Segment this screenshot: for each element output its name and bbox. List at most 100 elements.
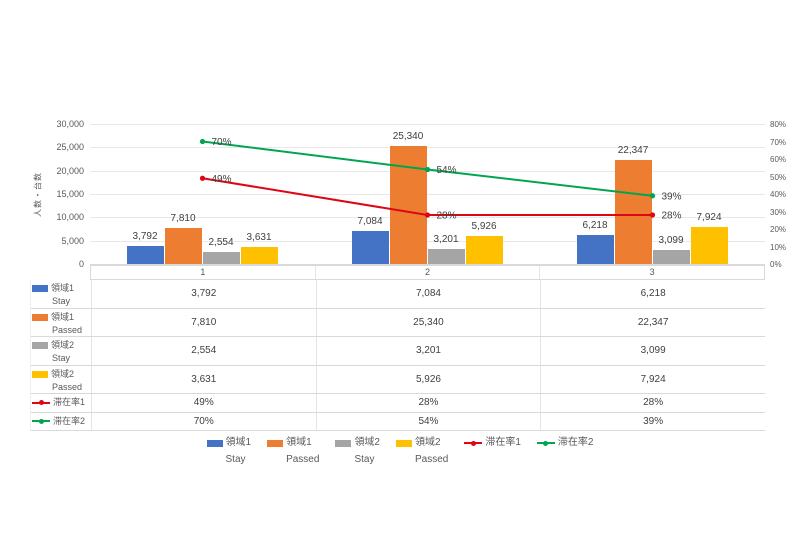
left-axis-tick-label: 10,000	[56, 212, 84, 223]
legend-series-name: 領域1	[286, 437, 312, 448]
series-color-swatch	[32, 285, 48, 292]
bar-data-label: 3,631	[246, 232, 272, 244]
right-axis-tick-label: 30%	[770, 207, 787, 217]
series-color-swatch	[206, 439, 223, 447]
table-cell: 49%	[90, 394, 316, 412]
line-marker	[199, 138, 206, 145]
bar	[164, 227, 202, 264]
table-row: 領域2 Stay 2,554 3,201 3,099	[31, 337, 765, 366]
bar-data-label: 7,084	[357, 215, 383, 227]
table-cell: 70%	[90, 412, 316, 430]
legend-item-line1: 領域1	[267, 437, 319, 449]
bar-data-label: 2,554	[208, 237, 234, 249]
left-axis-tick-label: 15,000	[56, 189, 84, 199]
line-series-key-icon	[464, 440, 483, 447]
line-marker	[649, 193, 656, 199]
table-cell: 7,810	[90, 308, 316, 336]
series-color-swatch	[396, 439, 412, 447]
series-key: 領域2	[32, 369, 91, 380]
table-row-header: 領域1 Passed	[31, 309, 91, 337]
series-color-swatch	[267, 439, 284, 447]
left-axis-tick-label: 30,000	[56, 119, 84, 129]
line-key-dot	[470, 440, 476, 446]
bar	[202, 252, 240, 264]
bar	[652, 249, 690, 264]
line-data-label: 54%	[437, 165, 457, 176]
legend-series-name: 滞在率1	[485, 437, 521, 448]
legend-item-line1: 領域2	[396, 437, 448, 449]
table-cell: 7,924	[540, 365, 765, 393]
legend-series-name: 領域1	[225, 437, 252, 448]
table-row-header: 領域2 Stay	[31, 337, 91, 365]
table-cell: 3,099	[540, 337, 765, 365]
table-cell: 54%	[315, 412, 541, 430]
series-key: 滞在率1	[32, 397, 91, 408]
line-marker	[424, 212, 431, 218]
grid-line	[90, 194, 765, 195]
legend-item-line1: 領域2	[335, 437, 380, 449]
table-cell: 2,554	[90, 337, 316, 365]
legend-item-line1: 滞在率2	[536, 437, 593, 449]
legend-item-line1: 領域1	[206, 437, 252, 449]
bar-data-label: 25,340	[392, 130, 424, 142]
table-cell: 7,084	[315, 280, 541, 308]
series-name: 領域2	[51, 340, 75, 350]
legend-series-subname: Stay	[225, 454, 246, 465]
table-cell: 22,347	[540, 308, 765, 336]
line-data-label: 28%	[437, 211, 457, 222]
line-series-key-icon	[32, 418, 50, 425]
table-cell: 39%	[540, 412, 765, 430]
series-color-swatch	[32, 342, 48, 349]
right-axis-tick-label: 0%	[770, 260, 782, 269]
bar-data-label: 6,218	[582, 219, 608, 231]
table-cell: 5,926	[315, 365, 541, 393]
legend-item: 領域2 Stay	[335, 437, 380, 465]
line-data-label: 39%	[662, 191, 682, 202]
legend-item-line1: 滞在率1	[464, 437, 521, 449]
left-axis-tick-label: 5,000	[61, 235, 84, 246]
series-name: 領域1	[51, 283, 75, 293]
table-cell: 28%	[315, 394, 541, 412]
table-cell: 6,218	[540, 280, 765, 308]
table-cell: 3,631	[90, 365, 316, 393]
grid-line	[90, 217, 765, 219]
legend-item: 領域2 Passed	[396, 437, 448, 465]
table-row-header: 滞在率2	[31, 413, 91, 431]
bar-data-label: 3,792	[132, 231, 158, 243]
series-subname: Stay	[52, 353, 71, 363]
series-key: 領域1	[32, 312, 91, 323]
line-series-key-icon	[536, 440, 555, 447]
table-row: 滞在率1 49% 28% 28%	[31, 394, 765, 413]
category-label: 1	[200, 267, 206, 277]
table-cell: 25,340	[315, 308, 541, 336]
line-key-dot	[38, 418, 44, 424]
table-row-header: 滞在率1	[31, 394, 91, 412]
bar	[427, 249, 465, 264]
left-axis-tick-label: 25,000	[56, 142, 84, 153]
bar	[614, 159, 652, 264]
grid-line	[90, 124, 765, 125]
series-name: 滞在率2	[53, 415, 86, 426]
legend-item: 領域1 Stay	[206, 437, 252, 465]
series-color-swatch	[32, 313, 48, 321]
legend-series-subname: Passed	[415, 454, 449, 465]
table-row: 滞在率2 70% 54% 39%	[31, 412, 765, 431]
right-axis-tick-label: 80%	[770, 120, 787, 129]
bar	[126, 246, 164, 264]
line-key-dot	[543, 440, 549, 446]
line-data-label: 70%	[212, 137, 232, 148]
bar	[576, 234, 614, 264]
right-axis-tick-label: 70%	[770, 137, 787, 147]
bar	[465, 236, 503, 264]
table-row: 領域1 Stay 3,792 7,084 6,218	[31, 280, 765, 309]
line-marker	[199, 175, 206, 181]
grid-line	[90, 147, 765, 149]
table-cell: 3,792	[90, 280, 316, 308]
right-axis-tick-label: 40%	[770, 190, 787, 199]
right-axis-tick-label: 50%	[770, 172, 787, 182]
series-key: 領域1	[32, 283, 91, 294]
series-name: 領域2	[51, 368, 75, 379]
bar	[351, 230, 389, 264]
